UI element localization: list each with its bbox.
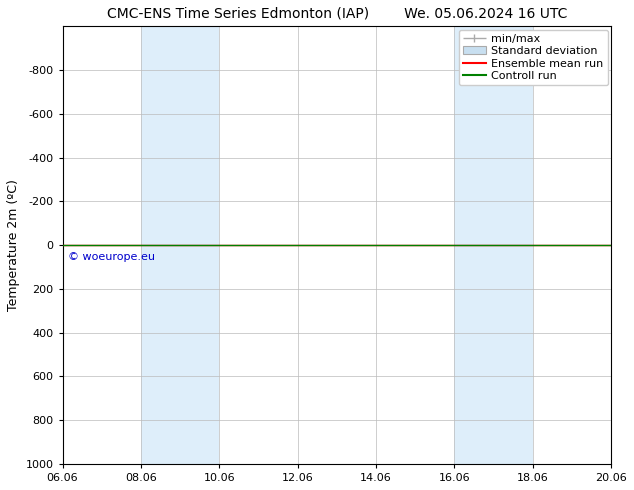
Bar (455, 26, 533, 464)
Bar (141, 26, 219, 464)
Title: CMC-ENS Time Series Edmonton (IAP)        We. 05.06.2024 16 UTC: CMC-ENS Time Series Edmonton (IAP) We. 0… (107, 7, 567, 21)
Text: © woeurope.eu: © woeurope.eu (68, 252, 155, 262)
Legend: min/max, Standard deviation, Ensemble mean run, Controll run: min/max, Standard deviation, Ensemble me… (459, 29, 608, 85)
Y-axis label: Temperature 2m (ºC): Temperature 2m (ºC) (7, 179, 20, 311)
